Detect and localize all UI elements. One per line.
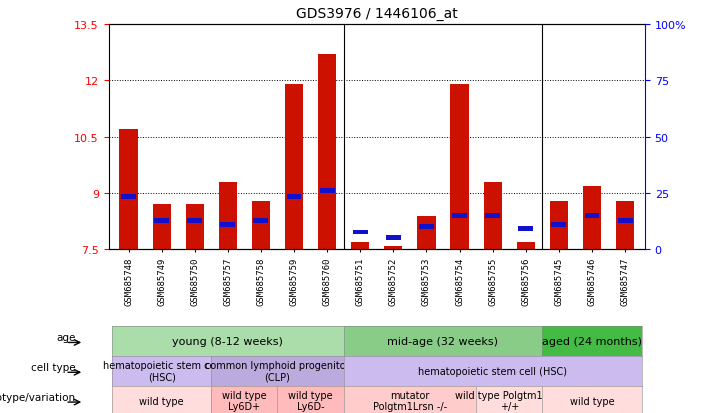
Bar: [219, 182, 237, 250]
Bar: [119, 130, 137, 250]
Text: wild type Polgtm1Lrsn
+/+: wild type Polgtm1Lrsn +/+: [455, 390, 564, 411]
Text: cell type: cell type: [31, 362, 76, 372]
Bar: [451, 85, 469, 250]
Bar: [583, 186, 601, 250]
Title: GDS3976 / 1446106_at: GDS3976 / 1446106_at: [296, 7, 458, 21]
Text: hematopoietic stem cell
(HSC): hematopoietic stem cell (HSC): [102, 360, 221, 382]
Bar: [254, 219, 268, 223]
Bar: [419, 224, 434, 229]
Text: age: age: [56, 332, 76, 342]
Bar: [386, 235, 401, 240]
Bar: [252, 201, 270, 250]
Bar: [452, 213, 467, 218]
Text: wild type: wild type: [139, 396, 184, 406]
Bar: [616, 201, 634, 250]
Text: aged (24 months): aged (24 months): [542, 336, 642, 346]
Bar: [187, 219, 202, 223]
Bar: [154, 219, 169, 223]
Text: hematopoietic stem cell (HSC): hematopoietic stem cell (HSC): [418, 366, 567, 376]
Bar: [121, 195, 136, 199]
Bar: [220, 223, 236, 227]
Bar: [517, 242, 535, 250]
Bar: [484, 182, 502, 250]
Bar: [186, 205, 204, 250]
Bar: [485, 213, 500, 218]
Bar: [285, 85, 303, 250]
Bar: [417, 216, 435, 250]
Bar: [320, 189, 334, 194]
Bar: [585, 213, 599, 218]
Bar: [153, 205, 171, 250]
Text: mid-age (32 weeks): mid-age (32 weeks): [388, 336, 498, 346]
Text: common lymphoid progenitor
(CLP): common lymphoid progenitor (CLP): [205, 360, 350, 382]
Bar: [518, 226, 533, 231]
Bar: [287, 195, 301, 199]
Bar: [318, 55, 336, 250]
Bar: [384, 246, 402, 250]
Text: wild type
Ly6D-: wild type Ly6D-: [288, 390, 333, 411]
Bar: [618, 219, 632, 223]
Text: genotype/variation: genotype/variation: [0, 392, 76, 402]
Bar: [351, 242, 369, 250]
Bar: [552, 223, 566, 227]
Text: mutator
Polgtm1Lrsn -/-: mutator Polgtm1Lrsn -/-: [373, 390, 447, 411]
Text: wild type
Ly6D+: wild type Ly6D+: [222, 390, 266, 411]
Bar: [550, 201, 568, 250]
Text: young (8-12 weeks): young (8-12 weeks): [172, 336, 283, 346]
Bar: [353, 230, 368, 235]
Text: wild type: wild type: [570, 396, 614, 406]
